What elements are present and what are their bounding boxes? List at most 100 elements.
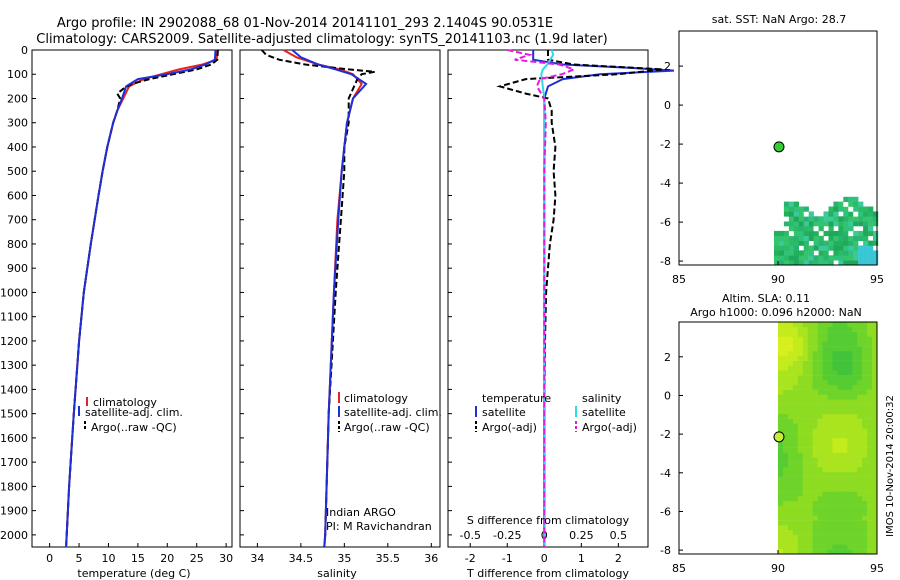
sla-cell: [822, 525, 828, 531]
sla-cell: [837, 505, 843, 511]
sla-cell: [852, 355, 858, 361]
sla-cell: [817, 375, 823, 381]
sla-cell: [817, 370, 823, 376]
sst-cell: [833, 216, 839, 222]
sla-cell: [862, 525, 868, 531]
sla-cell: [867, 534, 873, 540]
sla-cell: [857, 380, 863, 386]
sla-cell: [827, 360, 833, 366]
sla-cell: [832, 433, 838, 439]
sla-cell: [827, 331, 833, 337]
sla-cell: [797, 471, 804, 477]
sla-cell: [783, 471, 789, 477]
sla-cell: [862, 322, 868, 328]
sla-cell: [857, 534, 863, 540]
sla-cell: [832, 375, 838, 381]
sla-cell: [817, 520, 823, 526]
sla-cell: [822, 355, 828, 361]
sla-cell: [783, 409, 789, 415]
sla-cell: [792, 510, 799, 516]
sla-cell: [857, 389, 863, 395]
sla-cell: [783, 505, 789, 511]
sst-map-panel: sat. SST: NaN Argo: 28.7 85 90 95 2 0 -2 -4 -6 -…: [660, 13, 884, 286]
sla-cell: [872, 529, 878, 535]
sla-cell: [807, 496, 813, 502]
sla-cell: [817, 505, 823, 511]
sla-cell: [797, 326, 804, 332]
x-tick-label: 5: [76, 552, 83, 565]
sla-cell: [787, 496, 794, 502]
sla-cell: [867, 384, 873, 390]
legend-t-argo-label: Argo(-adj): [482, 421, 537, 434]
sla-cell: [792, 525, 799, 531]
sla-cell: [797, 409, 804, 415]
sla-cell: [837, 462, 843, 468]
sla-cell: [827, 544, 833, 550]
sla-cell: [797, 322, 804, 328]
sla-cell: [852, 471, 858, 477]
sla-cell: [832, 442, 838, 448]
sst-cell: [858, 201, 864, 207]
sla-cell: [832, 423, 838, 429]
sst-cell: [848, 216, 854, 222]
sst-cell: [783, 255, 790, 261]
sla-cell: [822, 491, 828, 497]
sla-cell: [862, 500, 868, 506]
map-y-tick-label: 2: [664, 60, 671, 73]
sla-cell: [797, 399, 804, 405]
sst-cell: [873, 230, 879, 237]
sla-cell: [842, 409, 848, 415]
sla-cell: [787, 515, 794, 521]
x-tick-label: 30: [219, 552, 233, 565]
sla-cell: [817, 510, 823, 516]
sst-cell: [838, 235, 844, 241]
sla-cell: [807, 351, 813, 357]
sla-cell: [832, 544, 838, 550]
argo-location-marker: [773, 431, 785, 443]
sla-cell: [857, 496, 863, 502]
sla-cell: [802, 467, 809, 473]
sla-cell: [778, 534, 784, 540]
sla-cell: [792, 413, 799, 419]
sst-cell: [838, 255, 844, 261]
sst-cell: [868, 260, 874, 266]
sla-cell: [822, 394, 828, 400]
sst-cell: [863, 255, 869, 261]
sla-cell: [847, 346, 853, 352]
sst-cell: [828, 260, 834, 266]
sla-cell: [807, 365, 813, 371]
sst-cell: [858, 211, 864, 217]
sla-cell: [872, 355, 878, 361]
sst-cell: [813, 245, 819, 251]
sst-cell: [808, 235, 814, 241]
sla-cell: [812, 375, 818, 381]
sst-cell: [793, 230, 799, 237]
sla-cell: [807, 442, 813, 448]
sla-cell: [792, 423, 799, 429]
sla-cell: [857, 505, 863, 511]
sla-cell: [842, 520, 848, 526]
sla-cell: [827, 520, 833, 526]
sla-cell: [842, 404, 848, 410]
sla-cell: [867, 418, 873, 424]
sla-cell: [852, 370, 858, 376]
sla-cell: [802, 413, 809, 419]
sst-cell: [793, 245, 799, 251]
sla-cell: [842, 491, 848, 497]
sla-cell: [787, 457, 794, 463]
sla-cell: [872, 394, 878, 400]
sla-cell: [778, 399, 784, 405]
sla-cell: [792, 428, 799, 434]
sla-cell: [852, 413, 858, 419]
sla-cell: [778, 500, 784, 506]
sst-cell: [833, 201, 839, 207]
sst-cell: [843, 260, 849, 266]
sla-cell: [797, 418, 804, 424]
sla-cell: [797, 452, 804, 458]
sst-cell: [788, 206, 795, 212]
sla-cell: [807, 399, 813, 405]
sla-cell: [822, 423, 828, 429]
sla-cell: [837, 476, 843, 482]
sla-cell: [797, 341, 804, 347]
sst-cell: [848, 255, 854, 261]
